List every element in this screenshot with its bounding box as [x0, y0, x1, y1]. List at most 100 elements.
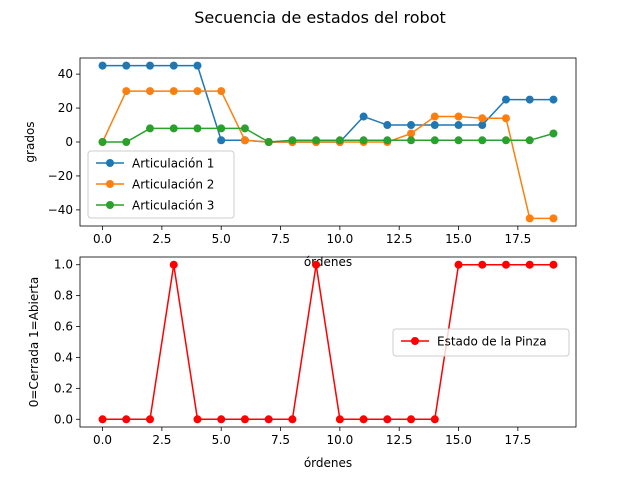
x-tick-label: 17.5 — [504, 232, 531, 246]
data-point — [240, 136, 249, 145]
data-point — [549, 129, 558, 138]
data-point — [193, 415, 202, 424]
data-point — [335, 136, 344, 145]
data-point — [146, 415, 155, 424]
axes-frame — [79, 256, 577, 428]
data-point — [407, 415, 416, 424]
y-tick-label: 0.6 — [54, 320, 73, 334]
plots-container: 0.0 2.5 5.0 7.5 10.0 12.5 15.0 17.5 −40 −20 0 20 40 ó… — [23, 57, 577, 470]
data-point — [217, 124, 226, 133]
data-point — [407, 129, 416, 138]
data-point — [501, 136, 510, 145]
data-point — [312, 260, 321, 269]
figure-title: Secuencia de estados del robot — [194, 8, 446, 27]
x-tick-label: 7.5 — [271, 433, 290, 447]
data-point — [478, 260, 487, 269]
data-point — [217, 87, 226, 96]
data-point — [146, 87, 155, 96]
data-point — [240, 415, 249, 424]
y-tick-label: 1.0 — [54, 258, 73, 272]
data-point — [359, 112, 368, 121]
data-point — [478, 114, 487, 123]
data-point — [549, 260, 558, 269]
x-tick-label: 15.0 — [445, 433, 472, 447]
data-point — [122, 138, 131, 146]
data-point — [430, 415, 439, 424]
data-point — [169, 87, 178, 96]
y-tick-label: 0.0 — [54, 412, 73, 426]
data-point — [383, 415, 392, 424]
data-point — [501, 260, 510, 269]
data-point — [525, 136, 534, 145]
data-point — [478, 121, 487, 130]
data-point — [288, 415, 297, 424]
y-axis-label: 0=Cerrada 1=Abierta — [27, 277, 41, 407]
data-point — [549, 214, 558, 223]
y-tick-label: −40 — [48, 203, 73, 217]
legend-box — [392, 328, 570, 357]
data-point — [193, 87, 202, 96]
data-point — [525, 95, 534, 104]
y-tick-label: 0.2 — [54, 381, 73, 395]
chart-1: 0.0 2.5 5.0 7.5 10.0 12.5 15.0 17.5−40−2002040ó… — [23, 57, 577, 269]
data-point — [383, 121, 392, 130]
x-tick-label: 10.0 — [327, 232, 354, 246]
series-line-1 — [102, 64, 554, 143]
data-point — [146, 124, 155, 133]
data-point — [525, 214, 534, 223]
data-point — [146, 61, 155, 70]
data-point — [383, 136, 392, 145]
data-point — [549, 95, 558, 104]
data-point — [240, 124, 249, 133]
x-tick-label: 5.0 — [212, 232, 231, 246]
data-point — [169, 260, 178, 269]
data-point — [193, 124, 202, 133]
x-tick-label: 5.0 — [212, 433, 231, 447]
legend-box — [87, 150, 235, 219]
data-point — [454, 112, 463, 121]
legend-swatch-marker — [106, 159, 114, 167]
data-point — [288, 136, 297, 145]
data-point — [122, 61, 131, 70]
data-point — [264, 415, 273, 424]
data-point — [122, 87, 131, 96]
legend: Estado de la Pinza — [392, 328, 570, 357]
data-point — [98, 138, 107, 146]
data-point — [193, 61, 202, 70]
legend-label: Articulación 2 — [132, 178, 214, 192]
data-point — [359, 136, 368, 145]
legend-label: Estado de la Pinza — [437, 335, 547, 349]
x-tick-label: 7.5 — [271, 232, 290, 246]
data-point — [501, 95, 510, 104]
legend-swatch-marker — [106, 180, 114, 188]
data-point — [122, 415, 131, 424]
y-tick-label: 0.4 — [54, 350, 73, 364]
data-point — [430, 121, 439, 130]
data-point — [98, 61, 107, 70]
y-tick-label: 0.8 — [54, 289, 73, 303]
y-tick-label: 0 — [65, 135, 73, 149]
data-point — [312, 136, 321, 145]
chart-2: 0.0 2.5 5.0 7.5 10.0 12.5 15.0 17.5 0.0 0.2 0.4 0.6… — [27, 256, 577, 470]
data-point — [454, 136, 463, 145]
data-point — [407, 136, 416, 145]
y-axis-label: grados — [23, 121, 37, 162]
legend-swatch-marker — [106, 201, 114, 209]
data-point — [217, 415, 226, 424]
data-point — [454, 260, 463, 269]
data-point — [407, 121, 416, 130]
data-point — [98, 415, 107, 424]
data-point — [478, 136, 487, 145]
x-axis-label: órdenes — [304, 456, 352, 470]
x-tick-label: 12.5 — [386, 433, 413, 447]
data-point — [430, 136, 439, 145]
x-tick-label: 15.0 — [445, 232, 472, 246]
legend: Articulación 1 Articulación 2 Articulación… — [87, 150, 235, 219]
data-point — [264, 138, 273, 146]
x-tick-label: 0.0 — [93, 433, 112, 447]
data-point — [217, 136, 226, 145]
y-tick-label: 40 — [58, 67, 73, 81]
data-point — [525, 260, 534, 269]
legend-label: Articulación 3 — [132, 199, 214, 213]
